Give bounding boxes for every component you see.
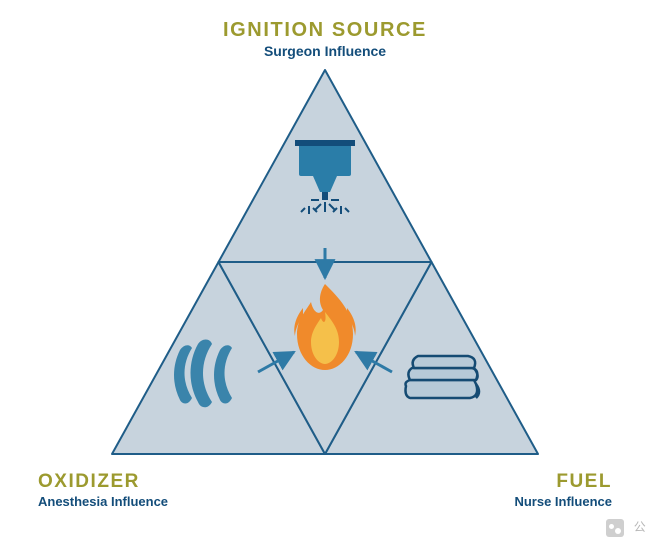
label-left: OXIDIZER Anesthesia Influence bbox=[38, 470, 228, 510]
label-right-subtitle: Nurse Influence bbox=[422, 494, 612, 510]
label-top: IGNITION SOURCE Surgeon Influence bbox=[185, 18, 465, 61]
wechat-icon bbox=[606, 519, 624, 537]
folded-cloth-icon bbox=[406, 356, 480, 398]
label-right-title: FUEL bbox=[422, 470, 612, 494]
label-top-subtitle: Surgeon Influence bbox=[185, 43, 465, 61]
label-right: FUEL Nurse Influence bbox=[422, 470, 612, 510]
label-top-title: IGNITION SOURCE bbox=[185, 18, 465, 43]
watermark: 公 bbox=[606, 518, 646, 537]
watermark-text: 公 bbox=[634, 520, 646, 534]
triangle-svg bbox=[0, 0, 660, 547]
gas-waves-icon bbox=[174, 340, 232, 408]
fire-triangle-diagram: IGNITION SOURCE Surgeon Influence OXIDIZ… bbox=[0, 0, 660, 547]
label-left-subtitle: Anesthesia Influence bbox=[38, 494, 228, 510]
label-left-title: OXIDIZER bbox=[38, 470, 228, 494]
